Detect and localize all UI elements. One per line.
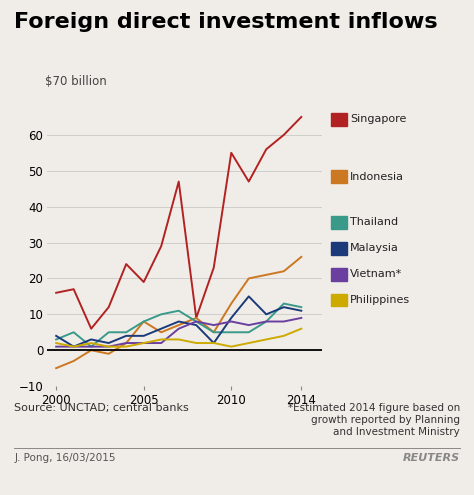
- Bar: [330, 242, 347, 255]
- Text: J. Pong, 16/03/2015: J. Pong, 16/03/2015: [14, 453, 116, 463]
- Bar: [330, 268, 347, 281]
- Text: Foreign direct investment inflows: Foreign direct investment inflows: [14, 12, 438, 32]
- Bar: [330, 216, 347, 229]
- Bar: [330, 113, 347, 126]
- Text: Vietnam*: Vietnam*: [350, 269, 402, 279]
- Bar: [330, 294, 347, 306]
- Text: *Estimated 2014 figure based on
growth reported by Planning
and Investment Minis: *Estimated 2014 figure based on growth r…: [288, 403, 460, 437]
- Text: Singapore: Singapore: [350, 114, 406, 124]
- Text: Malaysia: Malaysia: [350, 243, 399, 253]
- Text: REUTERS: REUTERS: [402, 453, 460, 463]
- Text: $70 billion: $70 billion: [45, 75, 106, 88]
- Text: Thailand: Thailand: [350, 217, 398, 228]
- Text: Philippines: Philippines: [350, 295, 410, 305]
- Bar: [330, 170, 347, 183]
- Text: Source: UNCTAD; central banks: Source: UNCTAD; central banks: [14, 403, 189, 413]
- Text: Indonesia: Indonesia: [350, 171, 404, 182]
